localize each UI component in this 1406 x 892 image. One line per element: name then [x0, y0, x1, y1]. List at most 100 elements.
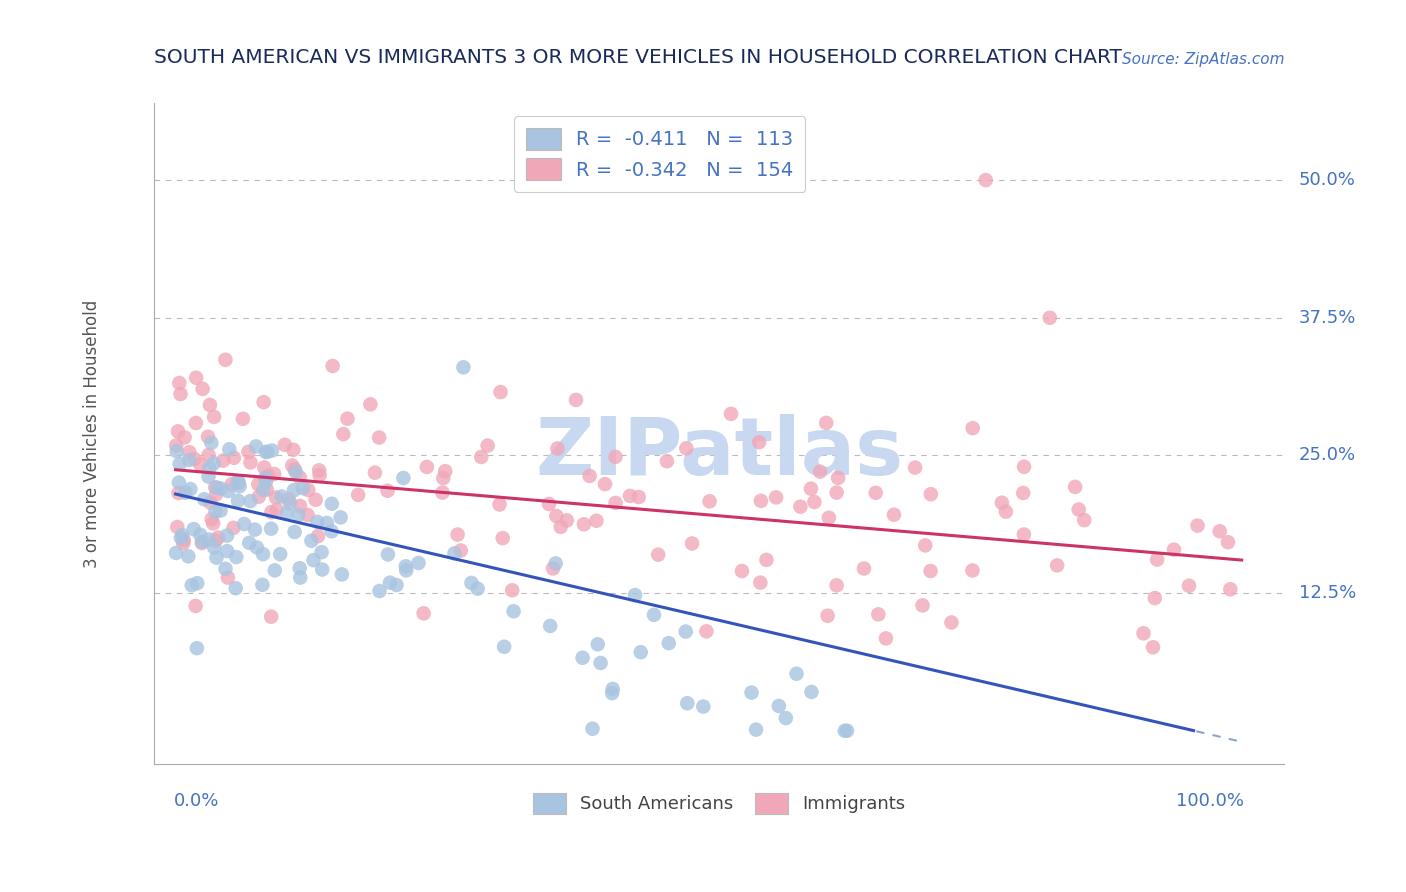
Point — [252, 547, 274, 561]
Point — [544, 557, 567, 571]
Point — [565, 392, 588, 407]
Point — [962, 421, 984, 435]
Point — [994, 505, 1017, 519]
Point — [571, 650, 593, 665]
Point — [172, 536, 194, 550]
Point — [311, 545, 333, 559]
Point — [169, 387, 191, 401]
Point — [191, 382, 214, 396]
Point — [179, 445, 201, 459]
Point — [332, 427, 354, 442]
Point — [200, 435, 222, 450]
Point — [204, 504, 226, 518]
Text: 50.0%: 50.0% — [1299, 171, 1355, 189]
Point — [274, 438, 297, 452]
Text: 100.0%: 100.0% — [1175, 791, 1244, 810]
Point — [247, 490, 270, 504]
Point — [368, 430, 391, 444]
Point — [174, 485, 197, 500]
Point — [209, 482, 232, 496]
Point — [501, 583, 523, 598]
Point — [209, 503, 232, 517]
Point — [166, 444, 188, 458]
Point — [1064, 480, 1087, 494]
Point — [538, 619, 561, 633]
Point — [364, 466, 387, 480]
Point — [202, 516, 225, 531]
Point — [600, 686, 623, 700]
Point — [745, 723, 768, 737]
Point — [835, 723, 858, 738]
Point — [789, 500, 811, 514]
Point — [1216, 535, 1239, 549]
Point — [865, 486, 887, 500]
Point — [875, 632, 897, 646]
Point — [288, 470, 311, 484]
Point — [226, 493, 249, 508]
Point — [720, 407, 742, 421]
Point — [385, 578, 408, 592]
Point — [288, 561, 311, 575]
Point — [585, 514, 607, 528]
Point — [297, 508, 319, 522]
Point — [204, 480, 226, 494]
Point — [228, 475, 250, 490]
Point — [183, 452, 205, 467]
Point — [167, 475, 190, 490]
Point — [852, 561, 875, 575]
Point — [818, 510, 841, 524]
Point — [589, 656, 612, 670]
Text: Source: ZipAtlas.com: Source: ZipAtlas.com — [1122, 52, 1284, 67]
Point — [225, 550, 247, 565]
Point — [675, 624, 697, 639]
Point — [392, 471, 415, 485]
Point — [825, 578, 848, 592]
Point — [412, 607, 434, 621]
Point — [555, 513, 578, 527]
Point — [263, 467, 285, 481]
Point — [239, 494, 262, 508]
Point — [602, 681, 624, 696]
Point — [256, 444, 278, 458]
Point — [377, 548, 399, 562]
Point — [1163, 542, 1185, 557]
Point — [202, 409, 225, 424]
Point — [1187, 518, 1209, 533]
Point — [260, 522, 283, 536]
Point — [205, 550, 228, 565]
Point — [202, 541, 225, 555]
Point — [200, 495, 222, 509]
Point — [991, 496, 1014, 510]
Point — [225, 581, 247, 595]
Point — [222, 521, 245, 535]
Point — [492, 531, 515, 545]
Point — [749, 575, 772, 590]
Point — [214, 352, 236, 367]
Point — [238, 536, 260, 550]
Point — [416, 459, 439, 474]
Point — [311, 562, 333, 576]
Point — [322, 359, 344, 373]
Point — [868, 607, 890, 622]
Point — [173, 533, 195, 547]
Point — [699, 494, 721, 508]
Point — [446, 527, 468, 541]
Point — [432, 471, 454, 485]
Point — [288, 499, 311, 513]
Point — [277, 492, 299, 507]
Point — [184, 599, 207, 613]
Point — [586, 637, 609, 651]
Point — [256, 483, 278, 497]
Point — [825, 485, 848, 500]
Point — [546, 442, 568, 456]
Point — [307, 529, 329, 543]
Point — [269, 547, 291, 561]
Point — [488, 498, 510, 512]
Point — [247, 477, 270, 491]
Point — [1012, 486, 1035, 500]
Point — [911, 599, 934, 613]
Point — [252, 483, 274, 498]
Point — [765, 491, 787, 505]
Point — [467, 582, 489, 596]
Point — [537, 497, 560, 511]
